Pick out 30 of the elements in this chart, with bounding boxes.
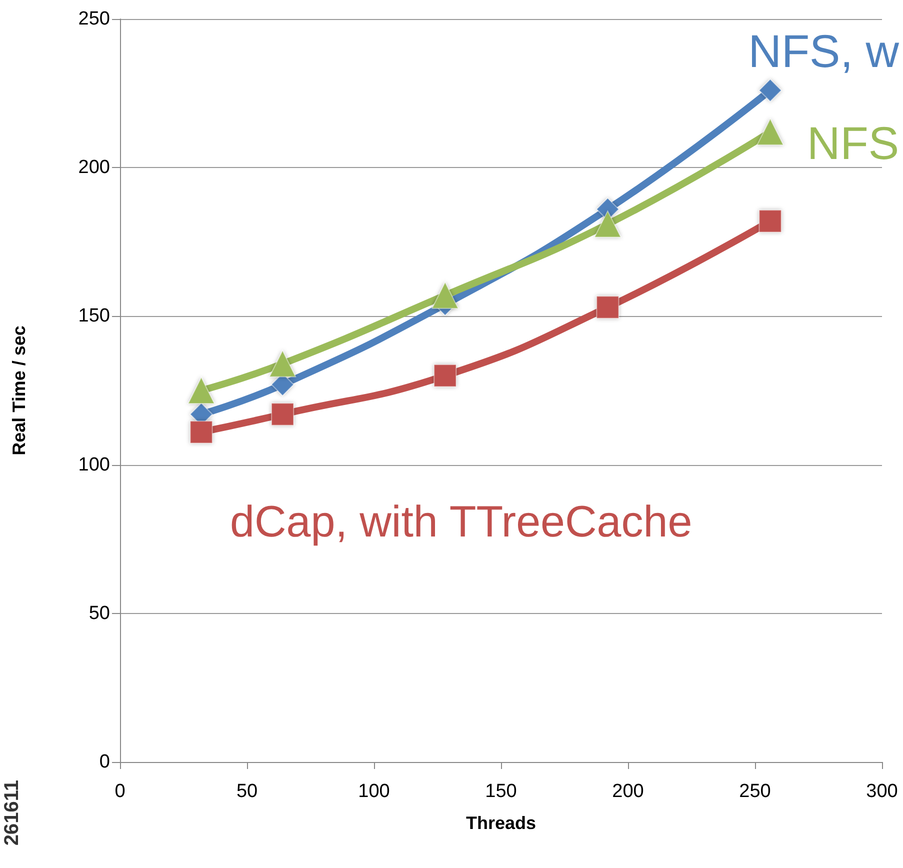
- x-tick-label: 200: [612, 781, 644, 802]
- x-tick-label: 100: [358, 781, 390, 802]
- x-tick-label: 300: [866, 781, 898, 802]
- point: [594, 210, 622, 238]
- point: [756, 118, 784, 146]
- point: [758, 78, 782, 102]
- point: [432, 282, 459, 309]
- point: [758, 210, 782, 233]
- point: [596, 296, 620, 319]
- x-tick-label: 50: [236, 781, 258, 802]
- text: 261611: [1, 780, 23, 846]
- series-label: NFS, w: [748, 25, 900, 77]
- y-tick-label: 0: [99, 752, 110, 772]
- series-label: NFS: [807, 117, 899, 169]
- y-tick-label: 150: [78, 306, 110, 327]
- x-tick-label: 150: [485, 781, 517, 802]
- y-axis-title: Real Time / sec: [9, 326, 29, 456]
- point: [190, 420, 213, 444]
- y-tick-label: 250: [78, 8, 110, 30]
- y-tick-label: 50: [88, 602, 110, 624]
- x-axis-title: Threads: [466, 813, 536, 833]
- series-label: dCap, with TTreeCache: [230, 498, 692, 546]
- x-tick-label: 250: [739, 781, 771, 802]
- y-tick-label: 200: [78, 157, 110, 178]
- point: [434, 364, 457, 388]
- point: [188, 377, 215, 404]
- x-tick-label: 0: [114, 781, 126, 802]
- point: [269, 350, 296, 378]
- point: [271, 402, 294, 426]
- y-tick-label: 100: [78, 454, 110, 476]
